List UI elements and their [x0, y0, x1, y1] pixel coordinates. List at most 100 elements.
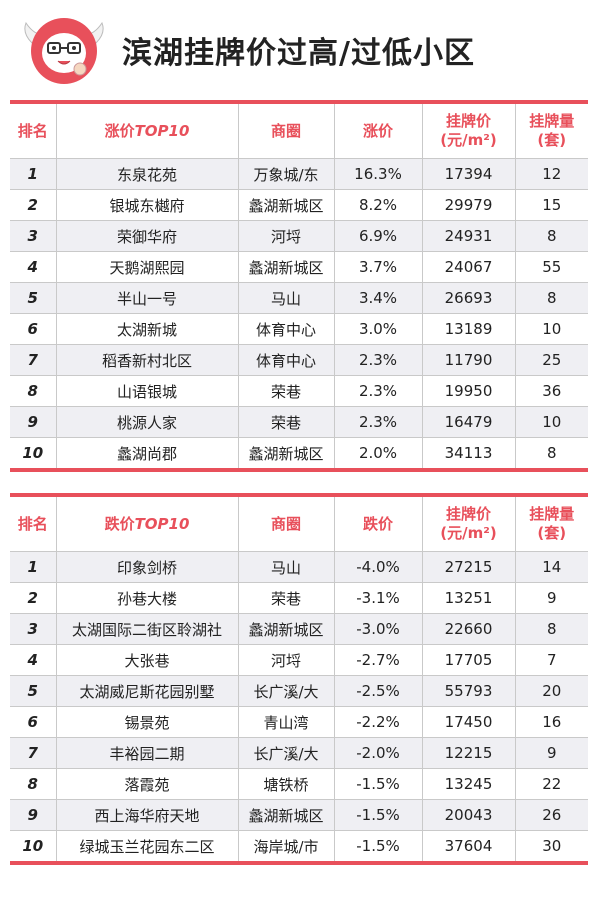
district-cell: 蠡湖新城区 [237, 251, 335, 283]
table-row: 3 荣御华府 河埒 6.9% 24931 8 [10, 220, 588, 252]
price-header: 挂牌价 (元/m²) [421, 495, 516, 552]
name-cell: 半山一号 [55, 282, 239, 314]
volume-cell: 22 [514, 768, 588, 800]
page-title: 滨湖挂牌价过高/过低小区 [122, 36, 475, 71]
name-cell: 孙巷大楼 [55, 582, 239, 614]
change-cell: -4.0% [333, 551, 423, 583]
name-cell: 东泉花苑 [55, 158, 239, 190]
name-cell: 大张巷 [55, 644, 239, 676]
table-row: 2 孙巷大楼 荣巷 -3.1% 13251 9 [10, 582, 588, 614]
change-cell: 6.9% [333, 220, 423, 252]
change-cell: 2.0% [333, 437, 423, 472]
price-cell: 27215 [421, 551, 516, 583]
district-cell: 蠡湖新城区 [237, 189, 335, 221]
price-cell: 13251 [421, 582, 516, 614]
district-cell: 河埒 [237, 220, 335, 252]
change-cell: 16.3% [333, 158, 423, 190]
change-cell: -2.7% [333, 644, 423, 676]
table-row: 6 锡景苑 青山湾 -2.2% 17450 16 [10, 706, 588, 738]
price-cell: 20043 [421, 799, 516, 831]
name-cell: 太湖新城 [55, 313, 239, 345]
rank-cell: 9 [10, 406, 57, 438]
name-cell: 蠡湖尚郡 [55, 437, 239, 472]
volume-cell: 26 [514, 799, 588, 831]
price-cell: 24931 [421, 220, 516, 252]
volume-cell: 25 [514, 344, 588, 376]
table-row: 9 桃源人家 荣巷 2.3% 16479 10 [10, 406, 588, 438]
price-header: 挂牌价 (元/m²) [421, 102, 516, 159]
table-row: 10 蠡湖尚郡 蠡湖新城区 2.0% 34113 8 [10, 437, 588, 472]
volume-cell: 9 [514, 582, 588, 614]
change-cell: 3.7% [333, 251, 423, 283]
change-cell: -1.5% [333, 799, 423, 831]
price-cell: 12215 [421, 737, 516, 769]
table-body: 1 印象剑桥 马山 -4.0% 27215 14 2 孙巷大楼 荣巷 -3.1% 13251 9 3 太湖… [10, 551, 588, 865]
rank-cell: 7 [10, 737, 57, 769]
table-row: 3 太湖国际二街区聆湖社 蠡湖新城区 -3.0% 22660 8 [10, 613, 588, 645]
name-cell: 绿城玉兰花园东二区 [55, 830, 239, 865]
change-cell: -2.2% [333, 706, 423, 738]
table-row: 5 半山一号 马山 3.4% 26693 8 [10, 282, 588, 314]
table-row: 4 天鹅湖熙园 蠡湖新城区 3.7% 24067 55 [10, 251, 588, 283]
volume-cell: 8 [514, 220, 588, 252]
change-cell: 3.0% [333, 313, 423, 345]
rank-cell: 1 [10, 551, 57, 583]
price-cell: 17394 [421, 158, 516, 190]
rank-cell: 6 [10, 313, 57, 345]
table-row: 9 西上海华府天地 蠡湖新城区 -1.5% 20043 26 [10, 799, 588, 831]
name-cell: 丰裕园二期 [55, 737, 239, 769]
district-cell: 马山 [237, 551, 335, 583]
rank-cell: 4 [10, 251, 57, 283]
table-row: 8 落霞苑 塘铁桥 -1.5% 13245 22 [10, 768, 588, 800]
table-row: 8 山语银城 荣巷 2.3% 19950 36 [10, 375, 588, 407]
volume-cell: 36 [514, 375, 588, 407]
change-cell: 3.4% [333, 282, 423, 314]
district-cell: 长广溪/大 [237, 737, 335, 769]
change-cell: -1.5% [333, 830, 423, 865]
volume-cell: 20 [514, 675, 588, 707]
volume-cell: 10 [514, 406, 588, 438]
rank-cell: 5 [10, 675, 57, 707]
change-cell: 2.3% [333, 375, 423, 407]
name-cell: 印象剑桥 [55, 551, 239, 583]
change-header: 跌价 [333, 495, 423, 552]
name-cell: 西上海华府天地 [55, 799, 239, 831]
district-cell: 蠡湖新城区 [237, 437, 335, 472]
price-cell: 11790 [421, 344, 516, 376]
change-header: 涨价 [333, 102, 423, 159]
volume-cell: 9 [514, 737, 588, 769]
district-cell: 荣巷 [237, 406, 335, 438]
rank-header: 排名 [10, 495, 57, 552]
price-cell: 37604 [421, 830, 516, 865]
rank-cell: 7 [10, 344, 57, 376]
rank-cell: 6 [10, 706, 57, 738]
rank-cell: 2 [10, 582, 57, 614]
rank-cell: 8 [10, 375, 57, 407]
price-cell: 34113 [421, 437, 516, 472]
price-cell: 22660 [421, 613, 516, 645]
district-cell: 马山 [237, 282, 335, 314]
change-cell: 2.3% [333, 344, 423, 376]
volume-cell: 14 [514, 551, 588, 583]
table-row: 7 丰裕园二期 长广溪/大 -2.0% 12215 9 [10, 737, 588, 769]
name-cell: 银城东樾府 [55, 189, 239, 221]
district-cell: 蠡湖新城区 [237, 613, 335, 645]
rank-header: 排名 [10, 102, 57, 159]
name-cell: 山语银城 [55, 375, 239, 407]
table-body: 1 东泉花苑 万象城/东 16.3% 17394 12 2 银城东樾府 蠡湖新城区 8.2% 299… [10, 158, 588, 472]
change-cell: -3.0% [333, 613, 423, 645]
change-cell: -2.0% [333, 737, 423, 769]
district-cell: 体育中心 [237, 313, 335, 345]
change-cell: 8.2% [333, 189, 423, 221]
table-row: 1 印象剑桥 马山 -4.0% 27215 14 [10, 551, 588, 583]
rank-cell: 2 [10, 189, 57, 221]
volume-header: 挂牌量 (套) [514, 102, 588, 159]
volume-cell: 16 [514, 706, 588, 738]
name-cell: 落霞苑 [55, 768, 239, 800]
name-header: 涨价TOP10 [55, 102, 239, 159]
price-cell: 55793 [421, 675, 516, 707]
rank-cell: 3 [10, 613, 57, 645]
table-row: 1 东泉花苑 万象城/东 16.3% 17394 12 [10, 158, 588, 190]
district-cell: 荣巷 [237, 582, 335, 614]
district-cell: 长广溪/大 [237, 675, 335, 707]
